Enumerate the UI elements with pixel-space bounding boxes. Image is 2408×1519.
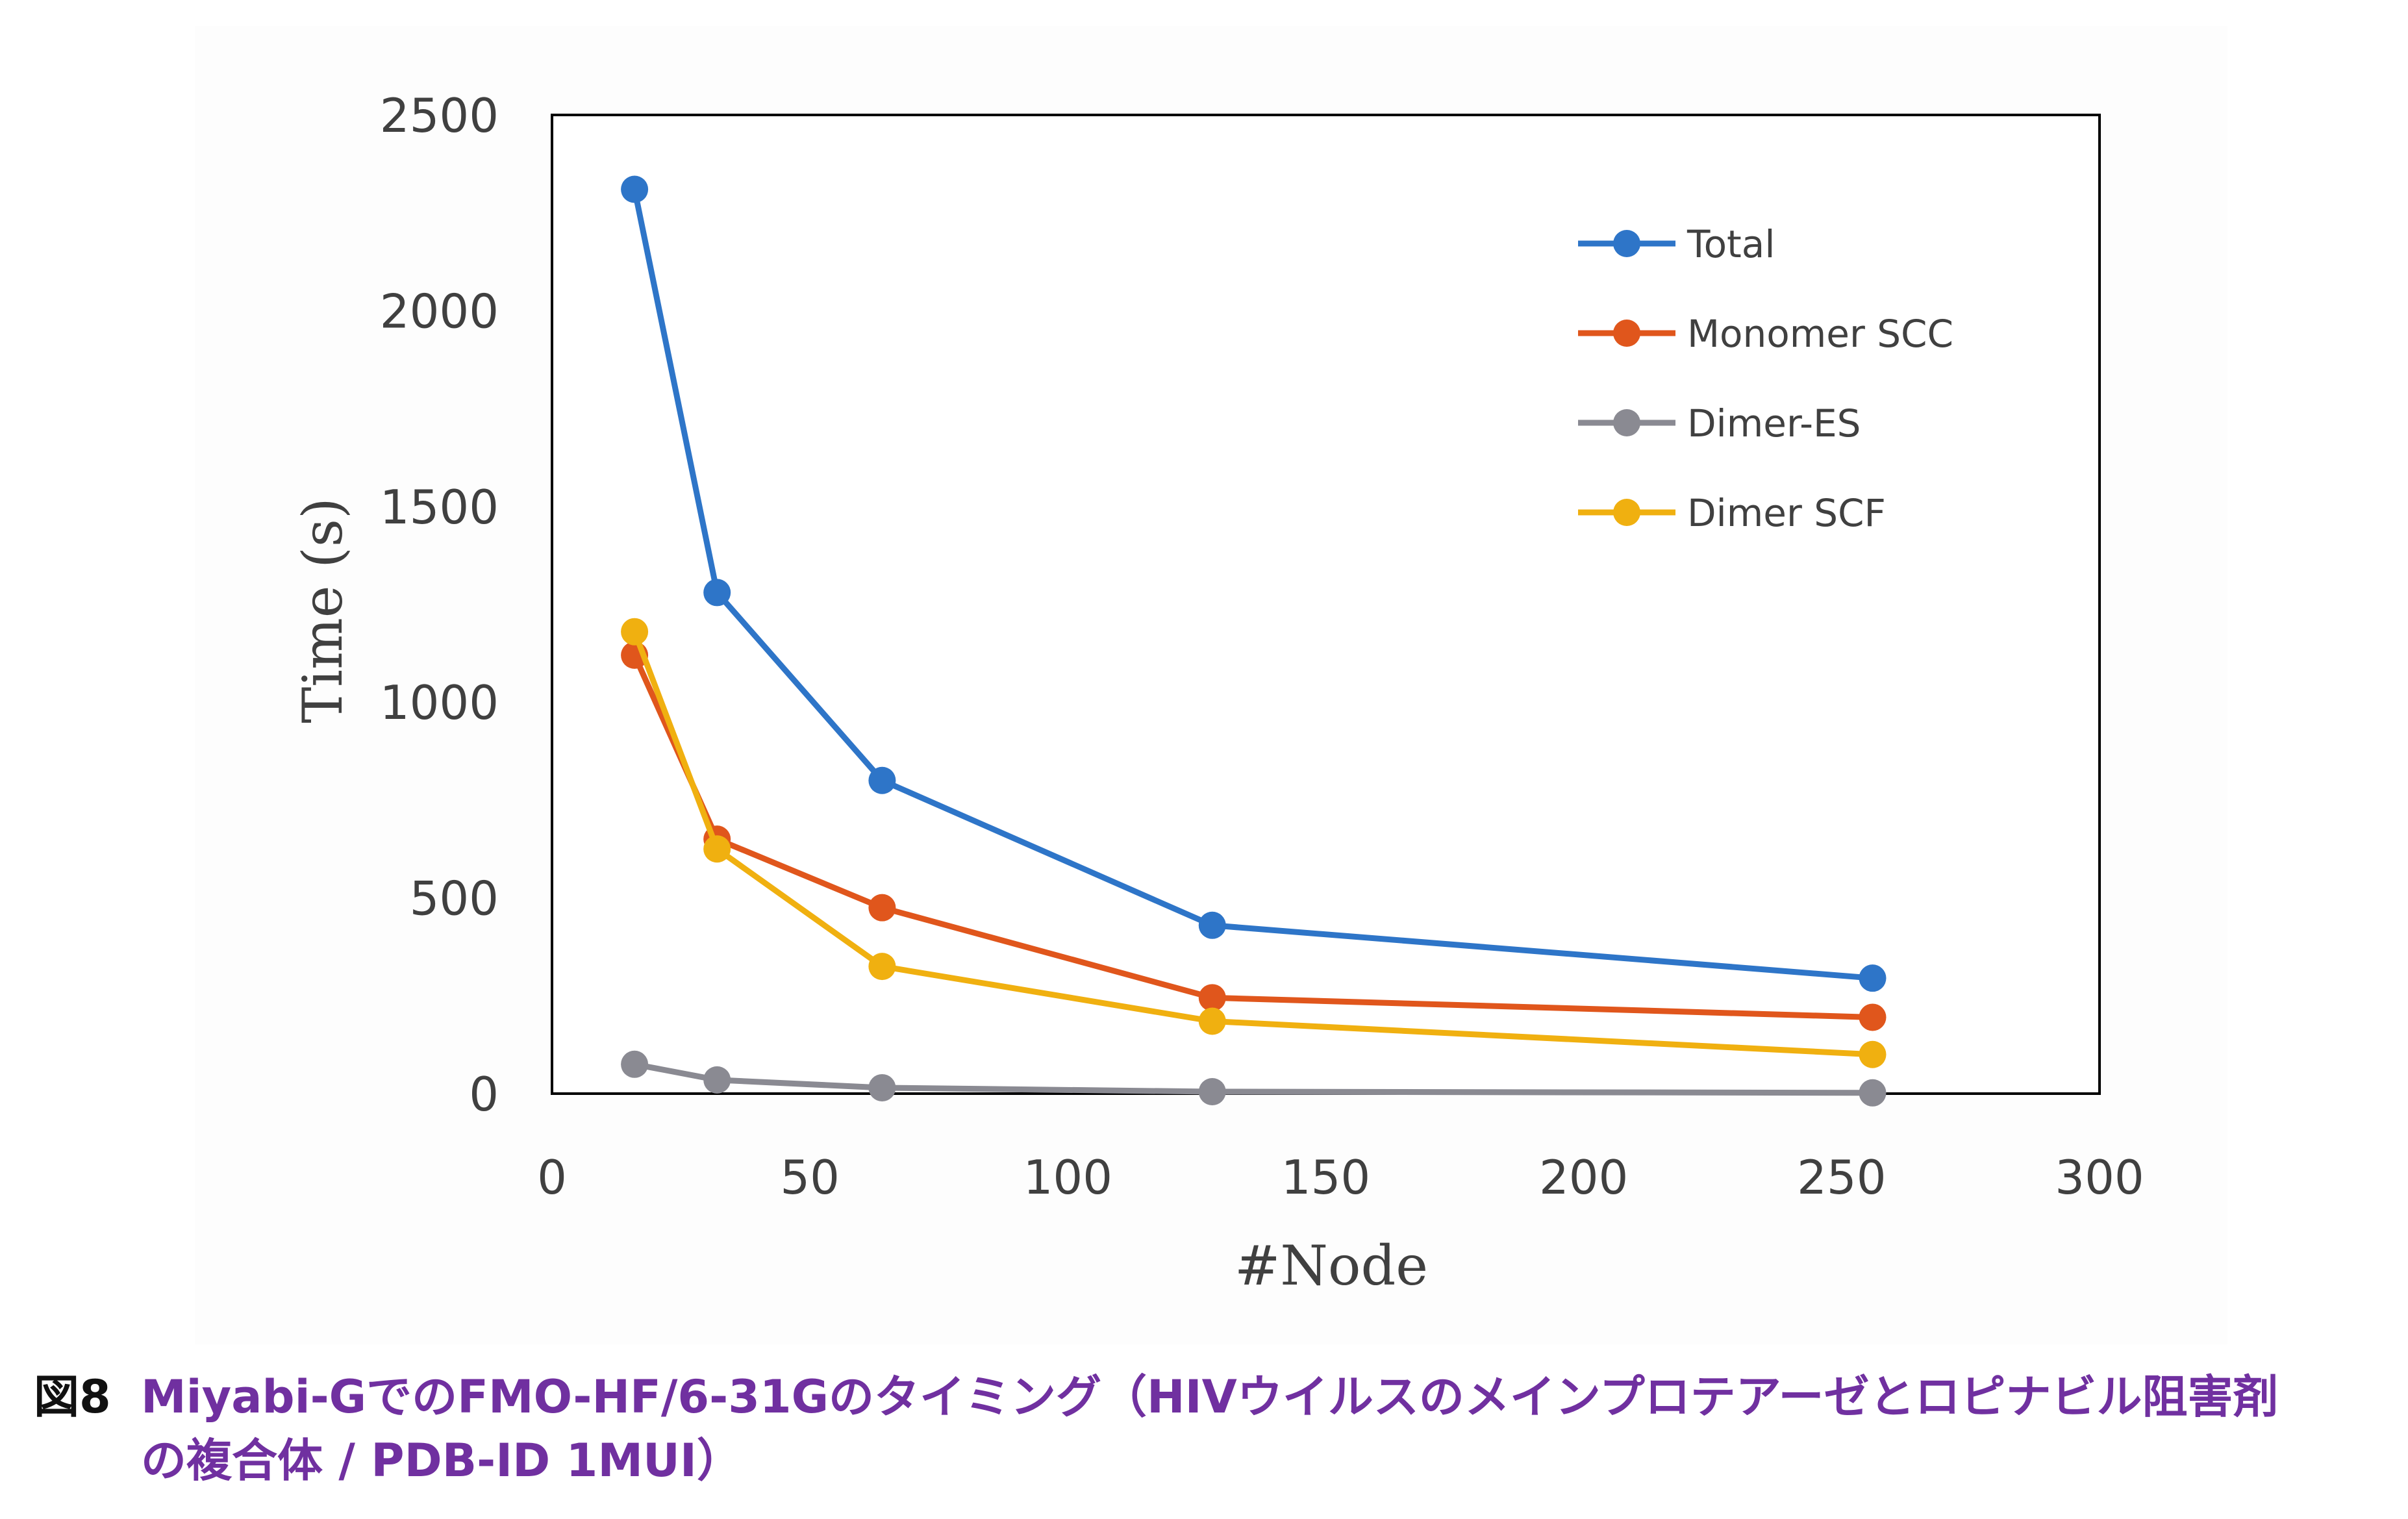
data-point-total [703, 579, 731, 607]
data-point-total [1198, 911, 1226, 939]
legend-label: Monomer SCC [1687, 312, 1953, 356]
legend-item-total: Total [1578, 222, 1775, 266]
data-point-dimer-es [868, 1073, 896, 1101]
y-tick-label: 1500 [380, 480, 499, 534]
data-point-total [621, 175, 649, 203]
x-axis-title: #Node [1235, 1234, 1428, 1298]
legend-item-dimer-scf: Dimer SCF [1578, 491, 1886, 535]
data-point-dimer-es [1198, 1077, 1226, 1105]
x-tick-label: 150 [1281, 1150, 1370, 1205]
x-tick-label: 200 [1539, 1150, 1628, 1205]
figure-number: 図8 [34, 1370, 111, 1424]
legend: Total Monomer SCC Dimer-ES Dimer SCF [1578, 222, 1953, 535]
data-point-total [868, 766, 896, 794]
figure-caption: 図8 Miyabi-GでのFMO-HF/6-31Gのタイミング（HIVウイルスの… [34, 1365, 2385, 1487]
series-dimer-scf [621, 618, 1887, 1068]
legend-swatch-marker [1613, 409, 1640, 436]
legend-swatch-marker [1613, 230, 1640, 257]
data-point-dimer-scf [1198, 1007, 1226, 1035]
caption-line-1: Miyabi-GでのFMO-HF/6-31Gのタイミング（HIVウイルスのメイン… [141, 1370, 2279, 1424]
data-point-dimer-scf [868, 953, 896, 981]
data-point-dimer-es [621, 1050, 649, 1078]
series-total [621, 175, 1887, 992]
data-point-dimer-scf [1859, 1040, 1887, 1068]
y-tick-label: 2000 [380, 284, 499, 338]
legend-swatch-marker [1613, 320, 1640, 347]
x-tick-label: 300 [2055, 1150, 2144, 1205]
y-tick-label: 2500 [380, 88, 499, 143]
data-point-total [1859, 964, 1887, 992]
data-point-monomer-scc [1198, 984, 1226, 1012]
x-tick-label: 250 [1797, 1150, 1886, 1205]
data-point-dimer-es [703, 1066, 731, 1094]
x-tick-label: 0 [537, 1150, 567, 1205]
legend-label: Dimer SCF [1687, 491, 1886, 535]
data-point-dimer-es [1859, 1079, 1887, 1107]
data-point-dimer-scf [703, 835, 731, 863]
legend-swatch-marker [1613, 499, 1640, 526]
legend-label: Total [1687, 222, 1775, 266]
y-axis-title: Time (s) [291, 497, 355, 723]
data-point-monomer-scc [868, 894, 896, 922]
caption-line-2: の複合体 / PDB-ID 1MUI） [141, 1434, 742, 1487]
series-dimer-es [621, 1050, 1887, 1107]
legend-item-dimer-es: Dimer-ES [1578, 401, 1861, 446]
legend-label: Dimer-ES [1687, 401, 1861, 446]
plot-area [551, 114, 2101, 1095]
x-tick-label: 100 [1023, 1150, 1112, 1205]
y-tick-label: 1000 [380, 675, 499, 730]
y-tick-label: 500 [410, 872, 499, 926]
legend-item-monomer-scc: Monomer SCC [1578, 312, 1953, 356]
data-point-dimer-scf [621, 618, 649, 646]
data-point-monomer-scc [1859, 1003, 1887, 1031]
x-tick-label: 50 [780, 1150, 840, 1205]
y-tick-label: 0 [469, 1067, 499, 1122]
